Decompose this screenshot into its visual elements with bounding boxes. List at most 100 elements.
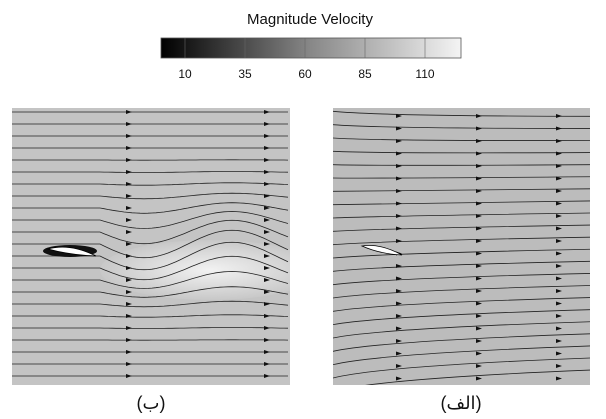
streamline bbox=[12, 219, 289, 245]
colorbar bbox=[160, 37, 462, 59]
arrow bbox=[476, 289, 482, 293]
arrow bbox=[556, 214, 562, 218]
arrow bbox=[556, 226, 562, 231]
panel-label: (الف) bbox=[440, 393, 481, 413]
streamline bbox=[333, 309, 590, 326]
arrow bbox=[476, 251, 482, 256]
arrow bbox=[476, 264, 482, 268]
streamline bbox=[333, 333, 590, 352]
arrow bbox=[396, 126, 402, 131]
arrow bbox=[126, 134, 132, 138]
arrow bbox=[396, 239, 402, 243]
arrow bbox=[476, 151, 482, 156]
arrow bbox=[396, 176, 402, 181]
streamline bbox=[333, 188, 590, 192]
arrow bbox=[396, 264, 402, 268]
colorbar-tick-label: 35 bbox=[238, 67, 252, 81]
colorbar-tick-label: 60 bbox=[298, 67, 312, 81]
panel-b bbox=[12, 108, 290, 390]
arrow bbox=[476, 114, 482, 118]
arrow bbox=[264, 362, 270, 366]
arrow bbox=[396, 114, 402, 118]
arrow bbox=[476, 376, 482, 381]
arrow bbox=[476, 351, 482, 356]
arrow bbox=[264, 326, 270, 330]
arrow bbox=[556, 176, 562, 181]
arrow bbox=[126, 182, 132, 186]
arrow bbox=[126, 290, 132, 294]
arrow bbox=[556, 251, 562, 256]
streamline bbox=[12, 300, 289, 308]
arrow bbox=[556, 139, 562, 143]
streamline bbox=[12, 255, 289, 281]
arrow bbox=[126, 194, 132, 198]
arrow bbox=[264, 374, 270, 378]
arrow bbox=[264, 122, 270, 126]
arrow bbox=[264, 290, 270, 294]
streamline bbox=[12, 211, 289, 229]
arrow bbox=[476, 126, 482, 131]
arrow bbox=[126, 314, 132, 318]
arrow bbox=[126, 170, 132, 174]
streamline bbox=[12, 314, 289, 318]
arrow bbox=[396, 339, 402, 343]
streamline bbox=[12, 229, 289, 259]
arrow bbox=[396, 301, 402, 306]
arrow bbox=[476, 326, 482, 331]
streamline bbox=[333, 164, 590, 166]
arrow bbox=[264, 242, 270, 246]
arrow bbox=[556, 289, 562, 293]
arrow bbox=[126, 326, 132, 330]
arrow bbox=[264, 314, 270, 318]
arrow bbox=[126, 266, 132, 270]
arrow bbox=[264, 302, 270, 306]
arrow bbox=[264, 170, 270, 174]
arrow bbox=[476, 226, 482, 231]
arrow bbox=[476, 139, 482, 143]
arrow bbox=[476, 301, 482, 306]
wake-region bbox=[100, 240, 290, 300]
arrow bbox=[396, 214, 402, 218]
arrow bbox=[126, 122, 132, 126]
arrow bbox=[476, 189, 482, 193]
arrow bbox=[556, 151, 562, 156]
arrow bbox=[264, 386, 270, 390]
arrow bbox=[126, 242, 132, 246]
streamlines bbox=[333, 110, 590, 385]
arrow bbox=[264, 206, 270, 210]
arrow bbox=[264, 194, 270, 198]
arrow bbox=[126, 374, 132, 378]
arrow bbox=[126, 362, 132, 366]
arrow bbox=[476, 314, 482, 318]
arrow bbox=[476, 339, 482, 343]
arrow bbox=[126, 230, 132, 234]
streamline bbox=[365, 369, 590, 385]
streamline bbox=[12, 327, 289, 329]
colorbar-tick-label: 10 bbox=[178, 67, 192, 81]
arrow bbox=[126, 350, 132, 354]
arrow bbox=[264, 230, 270, 234]
streamline bbox=[333, 357, 590, 379]
streamline bbox=[12, 271, 289, 289]
streamline bbox=[12, 182, 289, 186]
arrow bbox=[126, 278, 132, 282]
streamline bbox=[333, 137, 590, 141]
streamline bbox=[333, 345, 590, 366]
streamline bbox=[333, 212, 590, 219]
arrow bbox=[126, 338, 132, 342]
arrow bbox=[396, 276, 402, 281]
arrow bbox=[396, 139, 402, 143]
arrow bbox=[556, 351, 562, 356]
arrow bbox=[264, 338, 270, 342]
streamlines bbox=[12, 110, 289, 390]
streamline bbox=[333, 297, 590, 312]
streamline bbox=[333, 260, 590, 272]
arrow bbox=[396, 289, 402, 293]
streamline bbox=[12, 202, 289, 214]
colorbar-tick-label: 85 bbox=[358, 67, 372, 81]
streamline bbox=[333, 236, 590, 246]
arrow bbox=[396, 314, 402, 318]
arrow bbox=[476, 164, 482, 168]
arrow bbox=[476, 239, 482, 243]
arrow bbox=[264, 110, 270, 114]
